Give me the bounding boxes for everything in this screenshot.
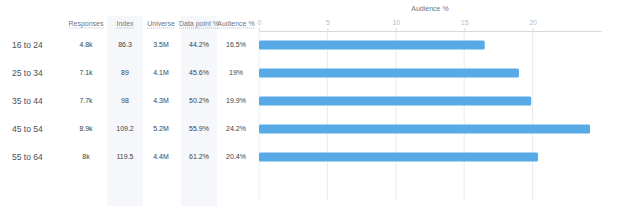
- column-header: Index: [116, 20, 134, 27]
- table-cell: 4.1M: [153, 69, 169, 76]
- table-cell: 119.5: [117, 153, 134, 160]
- axis-line: [260, 31, 602, 32]
- value-label: 19%: [229, 69, 243, 76]
- column-band: [181, 16, 217, 206]
- table-cell: 86.3: [118, 41, 132, 48]
- chart-container: ResponsesIndexUniverseData point %Audien…: [0, 0, 617, 206]
- value-label: 20.4%: [226, 153, 246, 160]
- tick-label: 0: [258, 19, 262, 26]
- grid-line: [327, 31, 328, 200]
- grid-line: [259, 31, 260, 200]
- row-label: 35 to 44: [12, 96, 43, 106]
- column-band: [107, 16, 143, 206]
- tick: 15: [461, 19, 469, 31]
- tick: 20: [529, 19, 537, 31]
- row-label: 45 to 54: [12, 124, 43, 134]
- tick: 5: [326, 19, 330, 31]
- table-cell: 4.4M: [153, 153, 169, 160]
- column-header: Data point %: [179, 20, 219, 28]
- tick-mark: [259, 28, 260, 31]
- chart-svg: ResponsesIndexUniverseData point %Audien…: [0, 0, 617, 206]
- table-cell: 4.8k: [79, 41, 93, 48]
- column-header: Audience %: [217, 20, 254, 27]
- table-cell: 61.2%: [189, 153, 209, 160]
- table-cell: 45.6%: [189, 69, 209, 76]
- header-underline: [179, 28, 219, 29]
- header-underline: [116, 28, 133, 29]
- table-cell: 4.3M: [153, 97, 169, 104]
- table-cell: 109.2: [116, 125, 134, 132]
- bar: [259, 41, 485, 50]
- tick-mark: [396, 28, 397, 31]
- table-cell: 50.2%: [189, 97, 209, 104]
- bar: [259, 69, 519, 78]
- row-label: 25 to 34: [12, 68, 43, 78]
- column-header: Responses: [68, 20, 104, 28]
- grid-line: [532, 31, 533, 200]
- tick: 0: [258, 19, 262, 31]
- tick-mark: [327, 28, 328, 31]
- value-label: 16.5%: [226, 41, 246, 48]
- table-cell: 7.1k: [79, 69, 93, 76]
- row-label: 16 to 24: [12, 40, 43, 50]
- grid-line: [464, 31, 465, 200]
- tick: 10: [392, 19, 400, 31]
- tick-label: 10: [392, 19, 400, 26]
- table-cell: 44.2%: [189, 41, 209, 48]
- value-label: 19.9%: [226, 97, 246, 104]
- background: [0, 0, 617, 206]
- table-cell: 98: [121, 97, 129, 104]
- tick-mark: [464, 28, 465, 31]
- tick-label: 5: [326, 19, 330, 26]
- table-cell: 55.9%: [189, 125, 209, 132]
- header-underline: [147, 28, 175, 29]
- tick-label: 15: [461, 19, 469, 26]
- axis-title: Audience %: [411, 5, 448, 12]
- header-underline: [68, 28, 103, 29]
- tick-label: 20: [529, 19, 537, 26]
- header-underline: [217, 28, 254, 29]
- bars: [259, 41, 590, 162]
- tick-mark: [533, 28, 534, 31]
- bar: [259, 125, 590, 134]
- grid: [259, 31, 533, 200]
- value-label: 24.2%: [226, 125, 246, 132]
- table-cell: 89: [121, 69, 129, 76]
- row-label: 55 to 64: [12, 152, 43, 162]
- table-cell: 5.2M: [153, 125, 169, 132]
- x-axis: 0 5 10 15 20: [258, 19, 602, 32]
- bar: [259, 97, 531, 106]
- bar: [259, 153, 538, 162]
- table-cell: 8k: [82, 153, 90, 160]
- table-cell: 8.9k: [79, 125, 93, 132]
- column-header: Universe: [147, 20, 175, 27]
- table-cell: 3.5M: [153, 41, 169, 48]
- table-cell: 7.7k: [79, 97, 93, 104]
- grid-line: [395, 31, 396, 200]
